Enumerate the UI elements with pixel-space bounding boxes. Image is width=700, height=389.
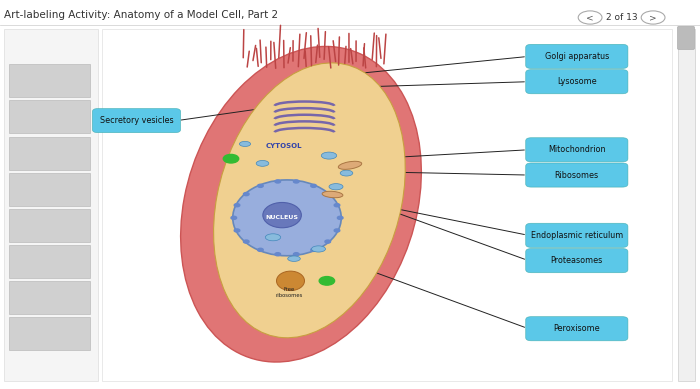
Text: 2 of 13: 2 of 13 — [606, 13, 638, 22]
FancyBboxPatch shape — [9, 281, 90, 314]
FancyBboxPatch shape — [526, 44, 628, 68]
FancyBboxPatch shape — [9, 64, 90, 97]
FancyBboxPatch shape — [526, 249, 628, 273]
Text: Proteasomes: Proteasomes — [551, 256, 603, 265]
Text: Art-labeling Activity: Anatomy of a Model Cell, Part 2: Art-labeling Activity: Anatomy of a Mode… — [4, 10, 278, 20]
Circle shape — [231, 216, 237, 219]
Text: <: < — [587, 13, 594, 22]
Circle shape — [325, 240, 330, 243]
Ellipse shape — [265, 234, 281, 241]
FancyBboxPatch shape — [678, 29, 695, 381]
Circle shape — [337, 216, 343, 219]
Circle shape — [258, 184, 263, 187]
FancyBboxPatch shape — [526, 70, 628, 94]
FancyBboxPatch shape — [526, 163, 628, 187]
Ellipse shape — [329, 184, 343, 190]
FancyBboxPatch shape — [9, 173, 90, 206]
Ellipse shape — [263, 202, 302, 228]
Circle shape — [311, 184, 316, 187]
FancyBboxPatch shape — [4, 29, 98, 381]
Circle shape — [244, 193, 249, 196]
Circle shape — [334, 204, 340, 207]
Circle shape — [578, 11, 602, 24]
Circle shape — [293, 180, 299, 183]
FancyBboxPatch shape — [526, 138, 628, 162]
FancyBboxPatch shape — [9, 209, 90, 242]
Text: Ribosomes: Ribosomes — [554, 170, 599, 180]
Ellipse shape — [239, 141, 251, 147]
Circle shape — [234, 204, 240, 207]
Circle shape — [311, 248, 316, 251]
Circle shape — [244, 240, 249, 243]
Text: Golgi apparatus: Golgi apparatus — [545, 52, 609, 61]
FancyBboxPatch shape — [9, 100, 90, 133]
Circle shape — [258, 248, 263, 251]
Text: >: > — [650, 13, 657, 22]
Ellipse shape — [232, 180, 342, 256]
Ellipse shape — [321, 152, 337, 159]
Circle shape — [275, 253, 281, 256]
Circle shape — [223, 154, 239, 163]
Circle shape — [293, 253, 299, 256]
Circle shape — [325, 193, 330, 196]
Text: Mitochondrion: Mitochondrion — [548, 145, 606, 154]
Ellipse shape — [322, 191, 343, 198]
Ellipse shape — [214, 63, 405, 338]
Text: Endoplasmic reticulum: Endoplasmic reticulum — [531, 231, 623, 240]
Ellipse shape — [288, 256, 300, 261]
Ellipse shape — [338, 161, 362, 169]
Text: NUCLEUS: NUCLEUS — [265, 216, 299, 220]
Text: Lysosome: Lysosome — [557, 77, 596, 86]
Ellipse shape — [276, 271, 304, 291]
Ellipse shape — [256, 161, 269, 166]
Circle shape — [234, 229, 240, 232]
Circle shape — [275, 180, 281, 183]
Circle shape — [641, 11, 665, 24]
Text: Peroxisome: Peroxisome — [554, 324, 600, 333]
FancyBboxPatch shape — [678, 26, 694, 49]
FancyBboxPatch shape — [9, 137, 90, 170]
Circle shape — [319, 277, 335, 285]
Text: Free
ribosomes: Free ribosomes — [275, 287, 303, 298]
Ellipse shape — [312, 246, 326, 252]
Text: CYTOSOL: CYTOSOL — [265, 143, 302, 149]
FancyBboxPatch shape — [526, 223, 628, 247]
FancyBboxPatch shape — [102, 29, 672, 381]
FancyBboxPatch shape — [9, 245, 90, 278]
Text: Secretory vesicles: Secretory vesicles — [99, 116, 174, 125]
FancyBboxPatch shape — [526, 317, 628, 341]
Ellipse shape — [181, 46, 421, 362]
FancyBboxPatch shape — [92, 109, 181, 133]
FancyBboxPatch shape — [9, 317, 90, 350]
Ellipse shape — [340, 170, 353, 176]
Circle shape — [334, 229, 340, 232]
